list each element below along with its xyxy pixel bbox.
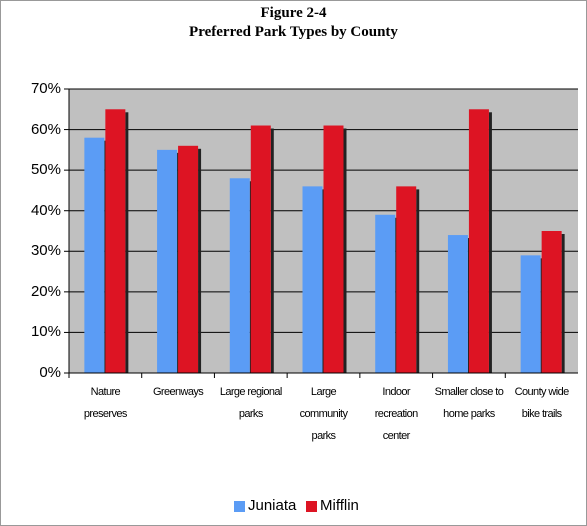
y-tick-label: 20% bbox=[30, 282, 61, 300]
bar-shadow bbox=[270, 128, 274, 373]
y-tick-label: 10% bbox=[30, 323, 61, 341]
bar bbox=[520, 255, 541, 373]
y-tick-label: 50% bbox=[30, 161, 61, 179]
x-tick-label: Smaller close to home parks bbox=[434, 386, 504, 420]
y-tick-label: 30% bbox=[30, 242, 61, 260]
y-tick-label: 40% bbox=[30, 201, 61, 219]
bar bbox=[323, 125, 344, 373]
bar-shadow bbox=[198, 148, 202, 373]
bar-shadow bbox=[416, 189, 420, 373]
x-tick-label: Nature preserves bbox=[83, 386, 128, 420]
legend-swatch bbox=[234, 501, 245, 512]
bar-shadow bbox=[343, 128, 347, 373]
bar bbox=[84, 137, 105, 373]
y-tick-label: 70% bbox=[30, 80, 61, 97]
bar bbox=[250, 125, 271, 373]
chart-title: Figure 2-4 bbox=[260, 5, 327, 21]
bar bbox=[468, 109, 489, 374]
x-tick-label: Indoor recreation center bbox=[374, 386, 419, 442]
bar bbox=[229, 178, 250, 373]
bar-shadow bbox=[561, 234, 565, 373]
chart-subtitle: Preferred Park Types by County bbox=[189, 24, 398, 40]
bar bbox=[447, 235, 468, 373]
bar bbox=[105, 109, 126, 374]
x-tick-label: Large regional parks bbox=[219, 386, 283, 420]
bar bbox=[396, 186, 417, 373]
y-tick-label: 0% bbox=[39, 364, 61, 381]
bar bbox=[302, 186, 323, 373]
legend-label: Mifflin bbox=[320, 497, 359, 514]
x-tick-label: Large community parks bbox=[299, 386, 348, 442]
bar bbox=[375, 214, 396, 373]
x-tick-label: County wide bike trails bbox=[514, 386, 570, 420]
bar-shadow bbox=[488, 112, 492, 374]
legend-label: Juniata bbox=[248, 497, 297, 514]
y-tick-label: 60% bbox=[30, 120, 61, 138]
bar bbox=[178, 145, 199, 373]
bar bbox=[157, 149, 178, 373]
bar bbox=[541, 231, 562, 373]
legend-swatch bbox=[306, 501, 317, 512]
bar-shadow bbox=[125, 112, 129, 374]
x-tick-label: Greenways bbox=[152, 386, 204, 398]
